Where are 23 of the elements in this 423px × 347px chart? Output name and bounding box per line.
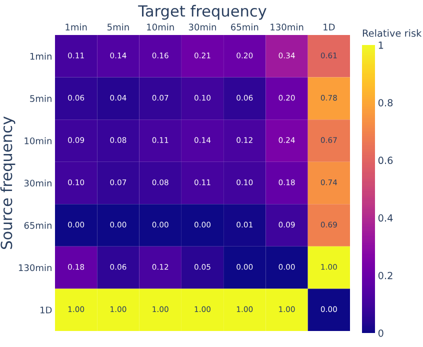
y-tick-label: 30min [24, 180, 52, 187]
x-tick-label: 10min [147, 23, 174, 30]
color-bar-label: 0.2 [378, 272, 392, 280]
color-bar-label: 1 [378, 42, 384, 49]
y-axis-title: Source frequency [0, 116, 16, 249]
y-tick-label: 65min [24, 222, 52, 229]
color-bar-title: Relative risk [362, 29, 422, 37]
y-tick-label: 1D [40, 306, 52, 314]
color-bar-label: 0.8 [378, 99, 393, 106]
color-bar-label: 0 [378, 329, 384, 337]
y-tick-label: 5min [30, 95, 52, 102]
x-tick-label: 30min [188, 23, 216, 30]
x-tick-label: 1min [66, 23, 87, 30]
x-axis-title: Target frequency [138, 4, 266, 20]
x-tick-label: 1D [324, 24, 335, 30]
color-bar-label: 0.4 [378, 214, 393, 222]
color-bar-label: 0.6 [378, 156, 393, 164]
y-tick-label: 10min [24, 137, 52, 144]
x-tick-label: 65min [231, 23, 258, 30]
y-tick-label: 130min [18, 264, 52, 272]
x-tick-label: 5min [108, 23, 129, 30]
x-tick-label: 130min [270, 23, 304, 30]
y-tick-label: 1min [30, 52, 52, 60]
